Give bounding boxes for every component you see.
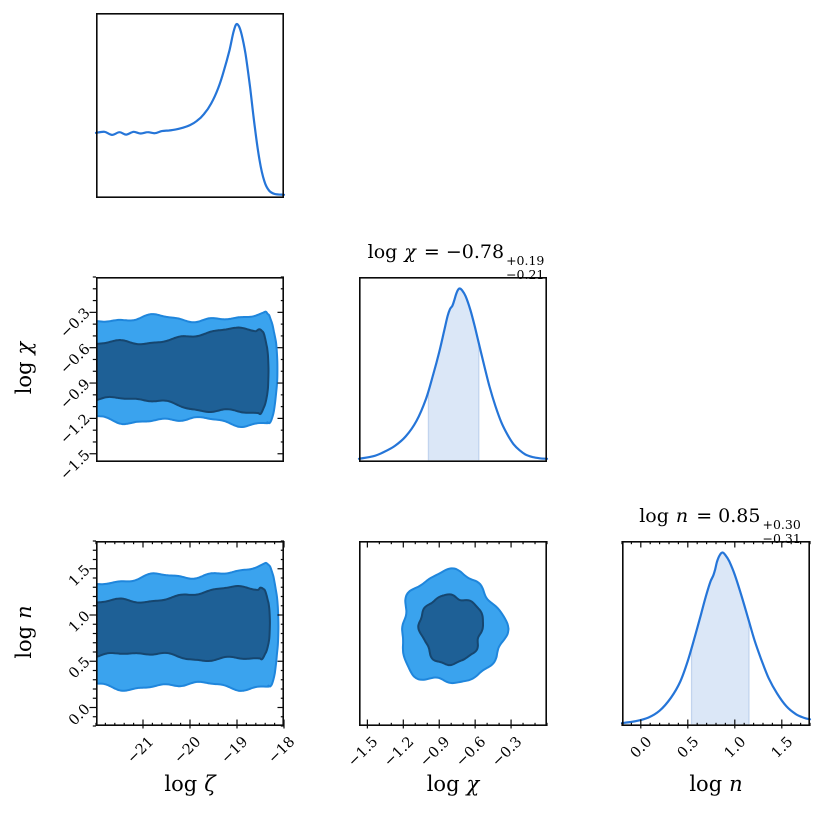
- title-lower-error: −0.21: [506, 266, 545, 282]
- xaxis-label-logzeta: log ζ: [164, 772, 216, 796]
- kde-curve-group: [620, 551, 812, 725]
- yaxis-label-logchi: logχ: [12, 341, 36, 395]
- title-value: = 0.85: [696, 505, 761, 527]
- zeta-n-contour-plot: [89, 540, 285, 729]
- credible-interval-shade: [428, 288, 479, 461]
- panel-logzeta-marginal: [94, 13, 286, 198]
- panel-logchi-marginal: [357, 277, 549, 462]
- axis-ticks-bottom: [95, 719, 285, 729]
- axis-ticks-top: [366, 541, 548, 548]
- axis-ticks-bottom: [621, 719, 811, 729]
- contour-level-inner: [97, 585, 271, 662]
- xaxis-label-logn: log n: [689, 772, 743, 796]
- logchi-kde-plot: [357, 277, 549, 462]
- x-tick-label: −18: [265, 734, 299, 767]
- title-prefix: log: [639, 505, 669, 527]
- contour-group: [97, 310, 279, 428]
- panel-contour-chi-n: [359, 541, 548, 729]
- axis-ticks-left: [89, 276, 96, 455]
- logn-kde-plot: [620, 541, 812, 729]
- axis-ticks-bottom: [366, 719, 548, 729]
- contour-group: [401, 567, 510, 685]
- panel-title-logchi: log χ = −0.78 +0.19 −0.21: [326, 241, 586, 281]
- title-uncertainty: +0.19 −0.21: [506, 254, 544, 282]
- contour-level-inner: [97, 326, 270, 416]
- yaxis-label-logn: logn: [12, 605, 36, 659]
- credible-interval-shade: [691, 552, 749, 725]
- axis-ticks-right: [277, 276, 284, 455]
- chi-n-contour-plot: [359, 541, 548, 729]
- axis-ticks-right: [277, 540, 284, 727]
- title-upper-error: +0.30: [762, 517, 801, 532]
- axis-ticks-top: [95, 541, 285, 548]
- contour-group: [97, 561, 280, 692]
- title-uncertainty: +0.30 −0.31: [762, 518, 800, 546]
- panel-title-logn: log n = 0.85 +0.30 −0.31: [590, 505, 831, 545]
- kde-curve-group: [94, 22, 286, 196]
- axis-ticks-top: [621, 541, 811, 548]
- title-lower-error: −0.31: [762, 530, 801, 546]
- title-upper-error: +0.19: [506, 253, 545, 268]
- kde-curve-group: [357, 287, 549, 461]
- zeta-chi-contour-plot: [89, 276, 284, 462]
- title-value: = −0.78: [423, 241, 505, 263]
- logzeta-kde-plot: [94, 13, 286, 198]
- kde-curve: [620, 551, 812, 725]
- axis-ticks-left: [89, 540, 96, 727]
- y-tick-label: 1.5: [66, 562, 94, 590]
- xaxis-label-logchi: log χ: [426, 772, 480, 796]
- panel-contour-zeta-n: [89, 540, 285, 729]
- panel-logn-marginal: [620, 541, 812, 729]
- kde-curve: [94, 22, 286, 196]
- title-prefix: log: [367, 241, 398, 263]
- contour-level-inner: [417, 593, 484, 667]
- kde-curve: [357, 287, 549, 460]
- title-variable: n: [675, 505, 689, 527]
- y-tick-label: 0.5: [66, 654, 94, 683]
- title-variable: χ: [404, 241, 416, 263]
- y-tick-label: 0.0: [66, 700, 94, 729]
- panel-contour-zeta-chi: [89, 276, 284, 462]
- y-tick-label: 1.0: [66, 608, 94, 636]
